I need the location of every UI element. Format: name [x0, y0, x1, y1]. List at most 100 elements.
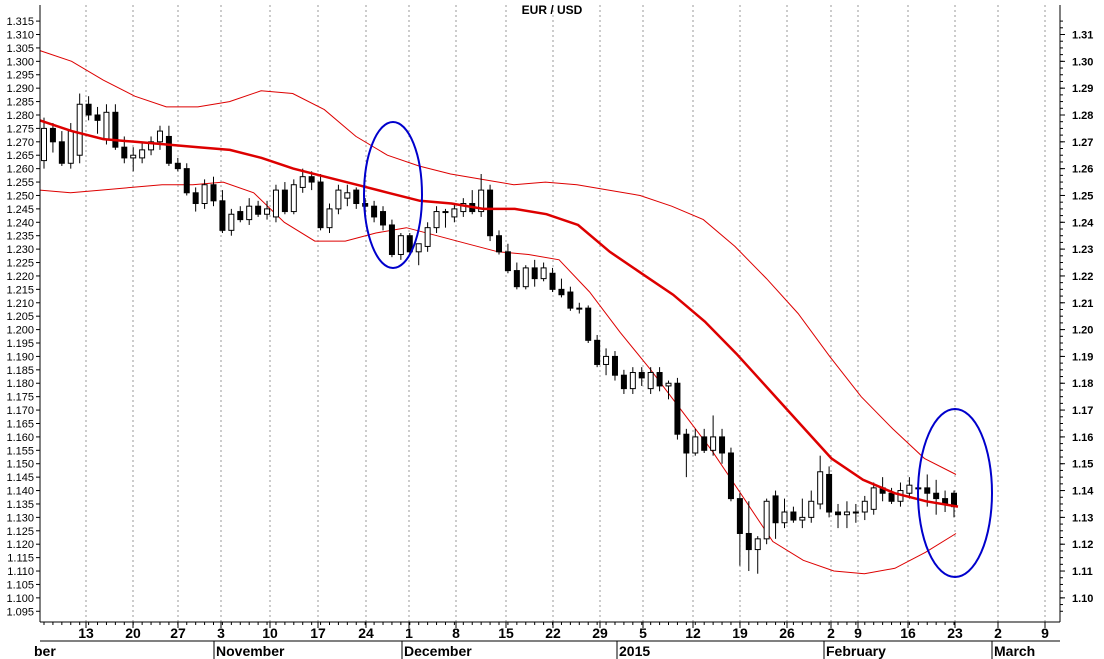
candle — [620, 369, 627, 394]
highlight-ellipse-december — [363, 121, 423, 269]
y-left-tick-label: 1.240 — [6, 217, 34, 229]
candle-body-bullish — [870, 487, 877, 510]
candle-body-bullish — [906, 484, 913, 494]
candle-body-bullish — [344, 192, 351, 199]
x-day-tick-label: 9 — [1041, 625, 1049, 641]
x-day-tick-label: 1 — [405, 625, 413, 641]
candle — [754, 536, 761, 574]
x-day-tick-label: 3 — [217, 625, 225, 641]
candle — [174, 157, 181, 172]
y-axis-right: 1.10 1.11 1.12 1.13 1.14 1.15 1.16 1.17 1.18 1.19… — [1060, 20, 1094, 612]
candle-body-bullish — [710, 436, 717, 451]
candle-body-bearish — [549, 272, 556, 290]
candle — [353, 187, 360, 209]
candle — [76, 93, 83, 164]
candle — [504, 243, 511, 274]
candle — [861, 495, 868, 521]
candle — [290, 179, 297, 215]
candle-body-bearish — [513, 270, 520, 288]
candle — [790, 506, 797, 523]
candle — [85, 96, 92, 121]
candle-body-bearish — [85, 103, 92, 116]
x-day-tick-label: 2 — [827, 625, 835, 641]
candle-body-bearish — [567, 291, 574, 309]
candle — [388, 219, 395, 258]
candle-body-bearish — [49, 127, 56, 143]
candle — [219, 190, 226, 234]
x-month-label: February — [826, 643, 886, 659]
y-left-tick-label: 1.225 — [6, 258, 34, 270]
candle — [522, 265, 529, 290]
y-left-tick-label: 1.280 — [6, 110, 34, 122]
candle-body-bearish — [237, 211, 244, 221]
y-left-tick-label: 1.230 — [6, 244, 34, 256]
y-right-tick-label: 1.18 — [1072, 378, 1093, 390]
candle — [701, 428, 708, 453]
candle-body-bearish — [531, 267, 538, 280]
x-day-tick-label: 16 — [900, 625, 916, 641]
candle-body-bearish — [121, 146, 128, 159]
y-left-tick-label: 1.110 — [7, 566, 34, 578]
highlight-ellipses — [363, 121, 993, 578]
candle — [433, 206, 440, 234]
candle-body-bullish — [665, 382, 672, 387]
y-left-tick-label: 1.185 — [6, 365, 34, 377]
moving-average-line — [39, 119, 959, 508]
candle — [736, 493, 743, 566]
candle — [674, 377, 681, 440]
candle — [264, 200, 271, 220]
x-day-tick-label: 12 — [685, 625, 701, 641]
y-right-tick-label: 1.24 — [1072, 217, 1094, 229]
candle — [281, 182, 288, 215]
y-left-tick-label: 1.210 — [6, 298, 34, 310]
candle — [852, 503, 859, 523]
candle — [183, 163, 190, 196]
x-month-label: March — [994, 643, 1035, 659]
candle-body-bearish — [656, 372, 663, 387]
candle — [594, 334, 601, 368]
candle-body-bearish — [353, 189, 360, 205]
candle — [656, 367, 663, 392]
y-right-tick-label: 1.22 — [1072, 271, 1093, 283]
candle-body-bullish — [799, 516, 806, 521]
candle — [567, 286, 574, 311]
candle-body-bearish — [380, 211, 387, 226]
candle — [817, 455, 824, 510]
candle — [299, 168, 306, 193]
candle — [496, 230, 502, 255]
candle-body-bullish — [754, 538, 761, 551]
candle-body-bearish — [112, 111, 119, 148]
candle — [638, 367, 645, 386]
candle — [843, 501, 850, 529]
x-month-label: December — [404, 643, 472, 659]
candle — [549, 267, 556, 293]
candle — [629, 367, 636, 394]
candle — [148, 136, 155, 156]
y-left-tick-label: 1.215 — [6, 284, 34, 296]
candle — [380, 206, 387, 231]
candle — [531, 259, 538, 287]
candle-body-bearish — [924, 487, 931, 494]
candle-body-bullish — [76, 103, 83, 156]
y-left-tick-label: 1.275 — [6, 123, 34, 135]
candle — [451, 203, 458, 223]
candle-body-bullish — [272, 189, 279, 218]
candle — [156, 125, 163, 150]
y-left-tick-label: 1.250 — [6, 190, 34, 202]
candle — [246, 198, 253, 225]
candle-body-bearish — [745, 532, 752, 551]
x-day-tick-label: 9 — [854, 625, 862, 641]
y-left-tick-label: 1.245 — [6, 204, 34, 216]
y-left-tick-label: 1.165 — [6, 418, 34, 430]
candle-body-bullish — [290, 184, 297, 213]
candle-body-bearish — [487, 189, 494, 237]
candle-body-bearish — [165, 135, 172, 164]
candle — [397, 233, 404, 260]
candle — [272, 184, 279, 223]
y-left-tick-label: 1.205 — [6, 311, 34, 323]
y-right-tick-label: 1.28 — [1072, 110, 1093, 122]
x-day-tick-label: 27 — [170, 625, 186, 641]
candle-body-bullish — [460, 203, 467, 213]
candle-body-bullish — [629, 372, 636, 390]
